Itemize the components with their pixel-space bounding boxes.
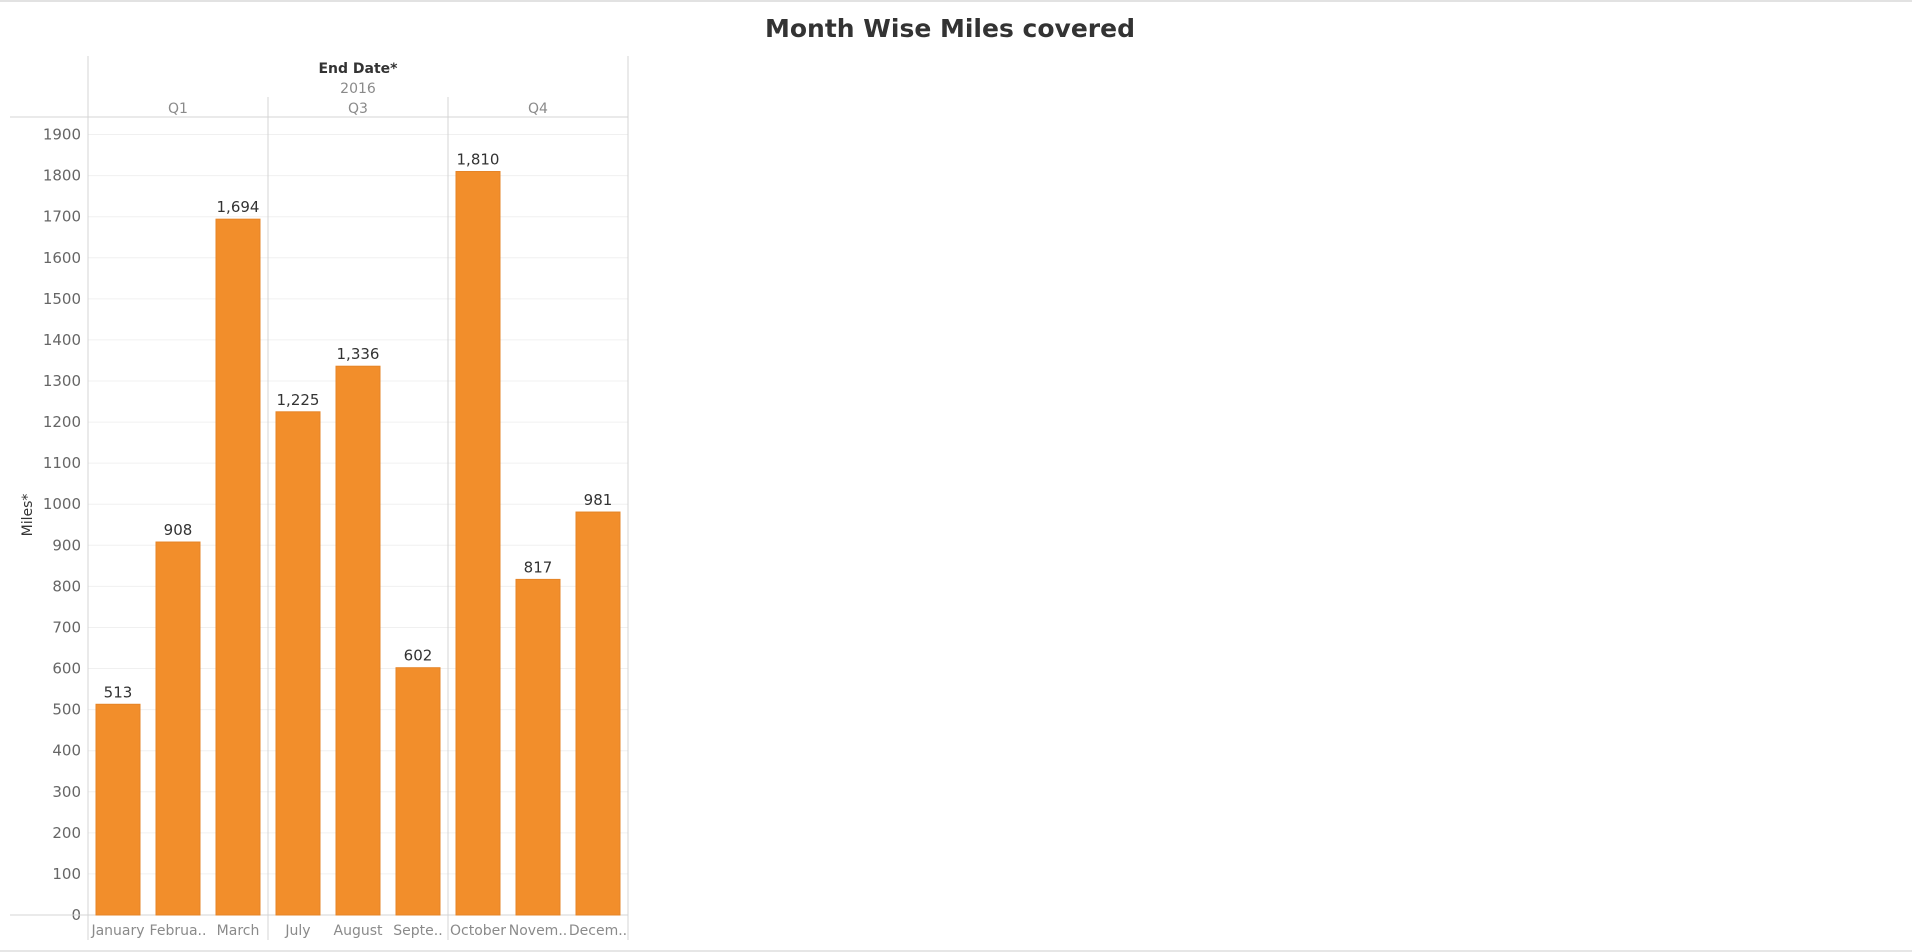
bar (575, 511, 621, 916)
x-tick-label: January (90, 923, 144, 939)
data-label: 1,810 (457, 151, 500, 169)
quarter-label: Q3 (348, 101, 368, 117)
y-tick-label: 1300 (43, 372, 81, 390)
data-label: 602 (404, 647, 433, 665)
y-tick-label: 1800 (43, 167, 81, 185)
data-label: 513 (104, 683, 133, 701)
y-tick-label: 300 (52, 783, 81, 801)
y-tick-label: 1500 (43, 290, 81, 308)
header-year-label: 2016 (340, 81, 376, 97)
data-label: 1,336 (337, 345, 380, 363)
y-tick-label: 400 (52, 742, 81, 760)
y-tick-label: 900 (52, 536, 81, 554)
page-title: Month Wise Miles covered (765, 14, 1135, 43)
y-tick-label: 100 (52, 865, 81, 883)
y-axis-label: Miles* (20, 494, 36, 537)
y-tick-label: 800 (52, 577, 81, 595)
y-tick-label: 1700 (43, 208, 81, 226)
bar (275, 411, 321, 916)
data-label: 1,225 (277, 391, 320, 409)
y-tick-label: 1900 (43, 126, 81, 144)
data-label: 1,694 (217, 198, 260, 216)
data-label: 981 (584, 491, 613, 509)
data-label: 817 (524, 558, 553, 576)
y-tick-label: 600 (52, 660, 81, 678)
top-border (0, 0, 1912, 2)
y-tick-label: 1100 (43, 454, 81, 472)
x-tick-label: Februa.. (150, 923, 207, 939)
x-tick-label: August (334, 923, 384, 939)
x-tick-label: March (217, 923, 260, 939)
bar (155, 541, 201, 916)
y-tick-label: 1600 (43, 249, 81, 267)
x-tick-label: Septe.. (393, 923, 442, 939)
header-field-label: End Date* (318, 61, 398, 77)
x-tick-label: Novem.. (509, 923, 567, 939)
bar (95, 703, 141, 916)
y-tick-label: 700 (52, 618, 81, 636)
quarter-label: Q1 (168, 101, 188, 117)
x-tick-label: October (450, 923, 506, 939)
quarter-label: Q4 (528, 101, 548, 117)
x-tick-label: July (284, 923, 310, 939)
bottom-border (0, 950, 1912, 952)
bar (395, 667, 441, 916)
bar (455, 171, 501, 916)
y-tick-label: 1400 (43, 331, 81, 349)
x-tick-label: Decem.. (569, 923, 627, 939)
y-tick-label: 500 (52, 701, 81, 719)
y-tick-label: 1200 (43, 413, 81, 431)
data-label: 908 (164, 521, 193, 539)
bar (515, 578, 561, 916)
y-tick-label: 1000 (43, 495, 81, 513)
bar (335, 365, 381, 916)
y-tick-label: 200 (52, 824, 81, 842)
bar (215, 218, 261, 916)
